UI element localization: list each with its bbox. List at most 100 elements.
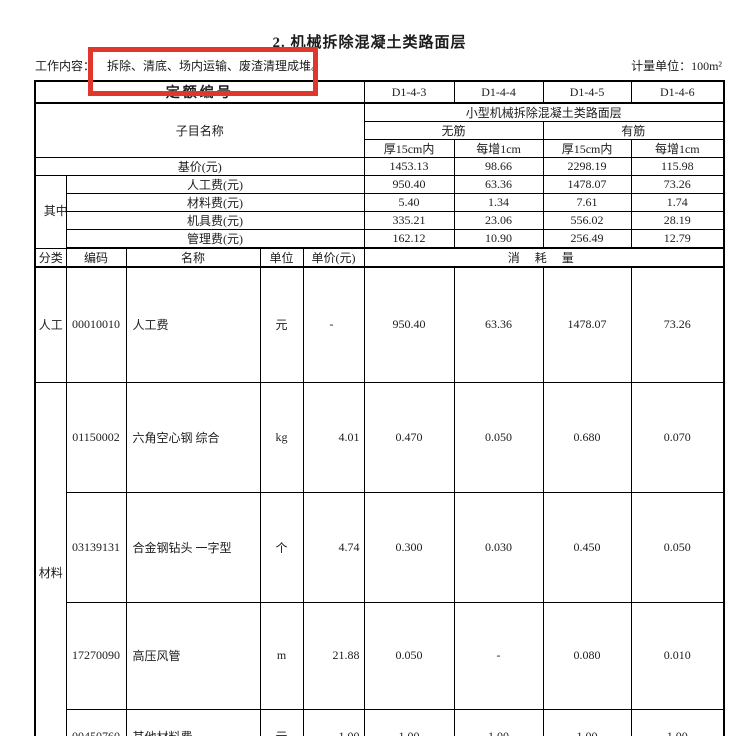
item-price: 1.00 <box>302 708 365 736</box>
consumption-value: 1.00 <box>630 708 725 736</box>
group-title-cell: 小型机械拆除混凝土类路面层 <box>363 102 725 122</box>
consumption-value: 0.300 <box>363 491 455 603</box>
fee-label: 人工费(元) <box>65 175 365 194</box>
item-name: 高压风管 <box>125 601 261 710</box>
item-unit: 元 <box>259 708 304 736</box>
thickness-cell: 厚15cm内 <box>363 139 455 158</box>
consumption-value: 0.010 <box>630 601 725 710</box>
consumption-value: 950.40 <box>363 266 455 383</box>
item-name: 其他材料费 <box>125 708 261 736</box>
consumption-value: 1.00 <box>363 708 455 736</box>
category-label: 人工 <box>34 266 67 383</box>
consumption-value: 1.00 <box>453 708 544 736</box>
measure-unit-label: 计量单位：100m² <box>631 59 722 73</box>
fee-value: 256.49 <box>542 229 632 249</box>
thickness-cell: 每增1cm <box>453 139 544 158</box>
item-code: 03139131 <box>65 491 127 603</box>
info-line: 工作内容： 拆除、清底、场内运输、废渣清理成堆。 计量单位：100m² <box>0 57 739 73</box>
consumption-value: 63.36 <box>453 266 544 383</box>
detail-row-material-2: 03139131 合金钢钻头 一字型 个 4.74 0.300 0.030 0.… <box>35 491 725 603</box>
thickness-cell: 厚15cm内 <box>542 139 632 158</box>
fee-value: 1.34 <box>453 193 544 212</box>
work-content-label: 工作内容： <box>35 59 96 73</box>
consumption-value: 0.050 <box>363 601 455 710</box>
base-price-value: 98.66 <box>453 157 544 176</box>
fee-value: 950.40 <box>363 175 455 194</box>
fee-row-material: 材料费(元) 5.40 1.34 7.61 1.74 <box>35 193 725 212</box>
detail-header-row: 分类 编码 名称 单位 单价(元) 消 耗 量 <box>34 247 725 268</box>
page-title: 2. 机械拆除混凝土类路面层 <box>272 35 467 51</box>
quota-code-cell: D1-4-6 <box>630 80 725 104</box>
item-unit: kg <box>259 381 304 493</box>
fee-row-machine: 机具费(元) 335.21 23.06 556.02 28.19 <box>35 211 725 230</box>
rebar-group-cell: 有筋 <box>542 121 725 140</box>
col-header-price: 单价(元) <box>302 247 365 268</box>
consumption-value: 1.00 <box>542 708 632 736</box>
fee-value: 10.90 <box>453 229 544 249</box>
consumption-value: - <box>453 601 544 710</box>
fee-value: 5.40 <box>363 193 455 212</box>
quota-code-cell: D1-4-4 <box>453 80 544 104</box>
sub-item-label: 子目名称 <box>34 102 365 158</box>
fee-value: 162.12 <box>363 229 455 249</box>
fee-value: 556.02 <box>542 211 632 230</box>
item-code: 00450760 <box>65 708 127 736</box>
fee-value: 23.06 <box>453 211 544 230</box>
item-name: 六角空心钢 综合 <box>125 381 261 493</box>
fee-value: 1.74 <box>630 193 725 212</box>
consumption-value: 73.26 <box>630 266 725 383</box>
item-price: 21.88 <box>302 601 365 710</box>
item-unit: m <box>259 601 304 710</box>
item-code: 17270090 <box>65 601 127 710</box>
fee-label: 管理费(元) <box>65 229 365 249</box>
work-content-text: 拆除、清底、场内运输、废渣清理成堆。 <box>107 59 324 73</box>
detail-row-material-3: 17270090 高压风管 m 21.88 0.050 - 0.080 0.01… <box>35 601 725 710</box>
quota-table: 定额编号 D1-4-3 D1-4-4 D1-4-5 D1-4-6 子目名称 小型… <box>34 80 726 736</box>
item-code: 00010010 <box>65 266 127 383</box>
quota-table-wrap: 定额编号 D1-4-3 D1-4-4 D1-4-5 D1-4-6 子目名称 小型… <box>34 80 727 736</box>
item-price: - <box>302 266 365 383</box>
consumption-value: 0.450 <box>542 491 632 603</box>
base-price-value: 2298.19 <box>542 157 632 176</box>
highlight-annotation <box>88 47 318 96</box>
item-name: 合金钢钻头 一字型 <box>125 491 261 603</box>
consumption-value: 0.050 <box>453 381 544 493</box>
consumption-value: 0.070 <box>630 381 725 493</box>
base-price-row: 基价(元) 1453.13 98.66 2298.19 115.98 <box>34 157 725 176</box>
category-label: 材料 <box>34 381 67 736</box>
detail-row-material-1: 材料 01150002 六角空心钢 综合 kg 4.01 0.470 0.050… <box>34 381 725 736</box>
quota-code-row: 定额编号 D1-4-3 D1-4-4 D1-4-5 D1-4-6 <box>34 80 725 104</box>
fee-row-labor: 其中 人工费(元) 950.40 63.36 1478.07 73.26 <box>34 175 725 249</box>
among-label: 其中 <box>34 175 67 249</box>
quota-code-cell: D1-4-3 <box>363 80 455 104</box>
group-title-row: 子目名称 小型机械拆除混凝土类路面层 <box>34 102 725 158</box>
quota-code-cell: D1-4-5 <box>542 80 632 104</box>
thickness-cell: 每增1cm <box>630 139 725 158</box>
consumption-value: 0.080 <box>542 601 632 710</box>
base-price-value: 1453.13 <box>363 157 455 176</box>
item-name: 人工费 <box>125 266 261 383</box>
consumption-value: 0.030 <box>453 491 544 603</box>
consumption-value: 0.680 <box>542 381 632 493</box>
col-header-unit: 单位 <box>259 247 304 268</box>
item-unit: 元 <box>259 266 304 383</box>
detail-row-material-4: 00450760 其他材料费 元 1.00 1.00 1.00 1.00 1.0… <box>35 708 725 736</box>
rebar-group-row: 无筋 有筋 <box>35 121 725 140</box>
item-unit: 个 <box>259 491 304 603</box>
col-header-consumption: 消 耗 量 <box>363 247 725 268</box>
fee-label: 机具费(元) <box>65 211 365 230</box>
item-price: 4.01 <box>302 381 365 493</box>
fee-value: 28.19 <box>630 211 725 230</box>
fee-value: 7.61 <box>542 193 632 212</box>
fee-value: 12.79 <box>630 229 725 249</box>
col-header-name: 名称 <box>125 247 261 268</box>
col-header-category: 分类 <box>34 247 67 268</box>
fee-value: 63.36 <box>453 175 544 194</box>
fee-value: 1478.07 <box>542 175 632 194</box>
consumption-value: 0.470 <box>363 381 455 493</box>
fee-value: 335.21 <box>363 211 455 230</box>
consumption-value: 1478.07 <box>542 266 632 383</box>
rebar-group-cell: 无筋 <box>363 121 544 140</box>
base-price-label: 基价(元) <box>34 157 365 176</box>
